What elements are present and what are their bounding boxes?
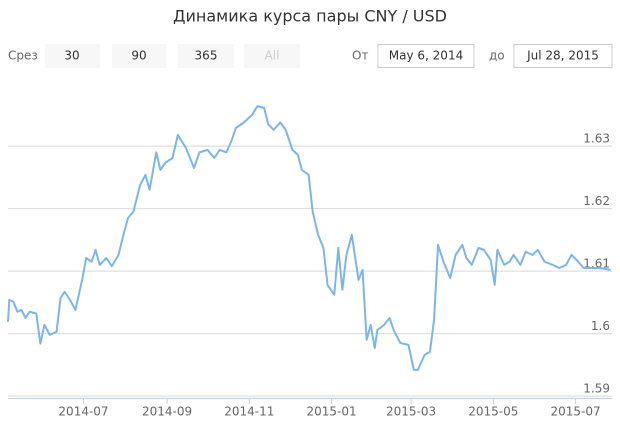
x-tick-label: 2015-03 [386, 405, 436, 419]
range-button [244, 44, 300, 68]
chart-title: Динамика курса пары CNY / USD [173, 7, 447, 26]
range-button-label[interactable]: 365 [195, 49, 218, 63]
from-input[interactable] [377, 44, 475, 68]
to-input[interactable] [513, 44, 613, 68]
to-value[interactable]: Jul 28, 2015 [526, 49, 599, 63]
y-tick-label: 1.62 [583, 194, 610, 208]
y-tick-label: 1.59 [583, 382, 610, 396]
range-button-label: All [265, 49, 280, 63]
y-tick-label: 1.6 [591, 319, 610, 333]
x-tick-label: 2015-07 [551, 405, 601, 419]
range-button-label[interactable]: 90 [131, 49, 146, 63]
x-tick-label: 2014-11 [224, 405, 274, 419]
x-tick-label: 2015-05 [468, 405, 518, 419]
range-button-label[interactable]: 30 [64, 49, 79, 63]
range-button[interactable] [112, 44, 166, 68]
x-tick-label: 2015-01 [307, 405, 357, 419]
x-tick-label: 2014-07 [58, 405, 108, 419]
x-tick-label: 2014-09 [142, 405, 192, 419]
to-label: до [489, 49, 505, 63]
y-tick-label: 1.63 [583, 132, 610, 146]
range-button[interactable] [178, 44, 234, 68]
from-label: От [352, 49, 368, 63]
from-value[interactable]: May 6, 2014 [389, 49, 463, 63]
series-line [7, 105, 611, 371]
range-label: Срез [8, 49, 38, 63]
range-button[interactable] [45, 44, 100, 68]
